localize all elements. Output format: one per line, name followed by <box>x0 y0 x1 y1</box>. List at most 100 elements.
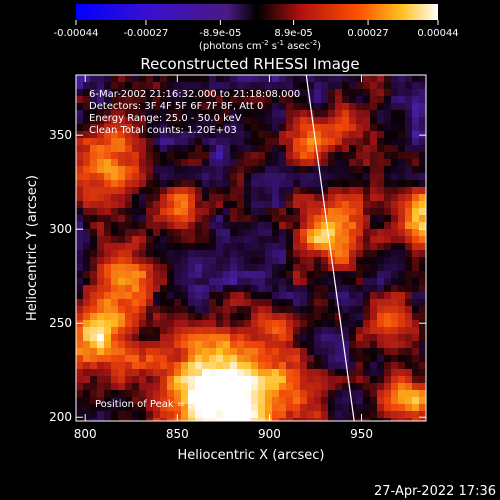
heatmap-cell <box>223 75 231 83</box>
heatmap-cell <box>265 292 273 300</box>
heatmap-cell <box>230 166 238 174</box>
heatmap-cell <box>300 103 308 111</box>
heatmap-cell <box>251 418 259 421</box>
heatmap-cell <box>391 292 399 300</box>
heatmap-cell <box>160 159 168 167</box>
heatmap-cell <box>286 159 294 167</box>
heatmap-cell <box>223 208 231 216</box>
heatmap-cell <box>265 208 273 216</box>
heatmap-cell <box>412 96 420 104</box>
heatmap-cell <box>223 369 231 377</box>
heatmap-cell <box>181 236 189 244</box>
heatmap-cell <box>76 187 84 195</box>
heatmap-cell <box>111 313 119 321</box>
heatmap-cell <box>125 180 133 188</box>
heatmap-cell <box>356 306 364 314</box>
heatmap-cell <box>209 82 217 90</box>
heatmap-cell <box>335 117 343 125</box>
heatmap-cell <box>76 306 84 314</box>
heatmap-cell <box>370 299 378 307</box>
heatmap-cell <box>405 145 413 153</box>
heatmap-cell <box>139 180 147 188</box>
heatmap-cell <box>405 306 413 314</box>
heatmap-cell <box>167 404 175 412</box>
heatmap-cell <box>356 229 364 237</box>
heatmap-cell <box>223 250 231 258</box>
heatmap-cell <box>363 159 371 167</box>
heatmap-cell <box>328 229 336 237</box>
heatmap-cell <box>209 327 217 335</box>
heatmap-cell <box>167 348 175 356</box>
heatmap-cell <box>307 138 315 146</box>
heatmap-cell <box>125 194 133 202</box>
heatmap-cell <box>300 264 308 272</box>
heatmap-cell <box>90 271 98 279</box>
heatmap-cell <box>279 124 287 132</box>
heatmap-cell <box>258 236 266 244</box>
heatmap-cell <box>118 201 126 209</box>
heatmap-cell <box>251 187 259 195</box>
heatmap-cell <box>356 404 364 412</box>
heatmap-cell <box>216 152 224 160</box>
heatmap-cell <box>335 229 343 237</box>
heatmap-cell <box>356 285 364 293</box>
heatmap-cell <box>244 278 252 286</box>
heatmap-cell <box>97 89 105 97</box>
heatmap-cell <box>153 341 161 349</box>
heatmap-cell <box>118 89 126 97</box>
heatmap-cell <box>76 369 84 377</box>
heatmap-cell <box>251 117 259 125</box>
heatmap-cell <box>202 173 210 181</box>
heatmap-cell <box>118 257 126 265</box>
heatmap-cell <box>258 411 266 419</box>
heatmap-cell <box>216 166 224 174</box>
heatmap-cell <box>90 222 98 230</box>
heatmap-cell <box>300 236 308 244</box>
heatmap-cell <box>132 110 140 118</box>
heatmap-cell <box>153 75 161 83</box>
heatmap-cell <box>209 383 217 391</box>
heatmap-cell <box>223 103 231 111</box>
heatmap-cell <box>300 411 308 419</box>
heatmap-cell <box>314 117 322 125</box>
heatmap-cell <box>398 166 406 174</box>
heatmap-cell <box>146 243 154 251</box>
heatmap-cell <box>104 250 112 258</box>
heatmap-cell <box>384 362 392 370</box>
heatmap-cell <box>370 208 378 216</box>
heatmap-cell <box>377 152 385 160</box>
heatmap-cell <box>314 390 322 398</box>
heatmap-cell <box>272 124 280 132</box>
heatmap-cell <box>272 313 280 321</box>
heatmap-cell <box>97 271 105 279</box>
heatmap-cell <box>104 355 112 363</box>
heatmap-cell <box>216 173 224 181</box>
heatmap-cell <box>160 201 168 209</box>
heatmap-cell <box>356 82 364 90</box>
heatmap-cell <box>272 103 280 111</box>
heatmap-cell <box>377 117 385 125</box>
heatmap-cell <box>307 145 315 153</box>
heatmap-cell <box>104 75 112 83</box>
heatmap-cell <box>118 82 126 90</box>
heatmap-cell <box>370 327 378 335</box>
heatmap-cell <box>293 124 301 132</box>
heatmap-cell <box>83 376 91 384</box>
heatmap-cell <box>363 292 371 300</box>
heatmap-cell <box>370 103 378 111</box>
heatmap-cell <box>328 271 336 279</box>
heatmap-cell <box>251 306 259 314</box>
heatmap-cell <box>167 117 175 125</box>
heatmap-cell <box>139 299 147 307</box>
heatmap-cell <box>209 348 217 356</box>
heatmap-cell <box>202 313 210 321</box>
heatmap-cell <box>209 243 217 251</box>
heatmap-cell <box>412 152 420 160</box>
heatmap-cell <box>132 418 140 421</box>
heatmap-cell <box>111 201 119 209</box>
heatmap-cell <box>160 404 168 412</box>
heatmap-cell <box>370 159 378 167</box>
heatmap-cell <box>342 257 350 265</box>
heatmap-cell <box>216 341 224 349</box>
heatmap-cell <box>349 159 357 167</box>
